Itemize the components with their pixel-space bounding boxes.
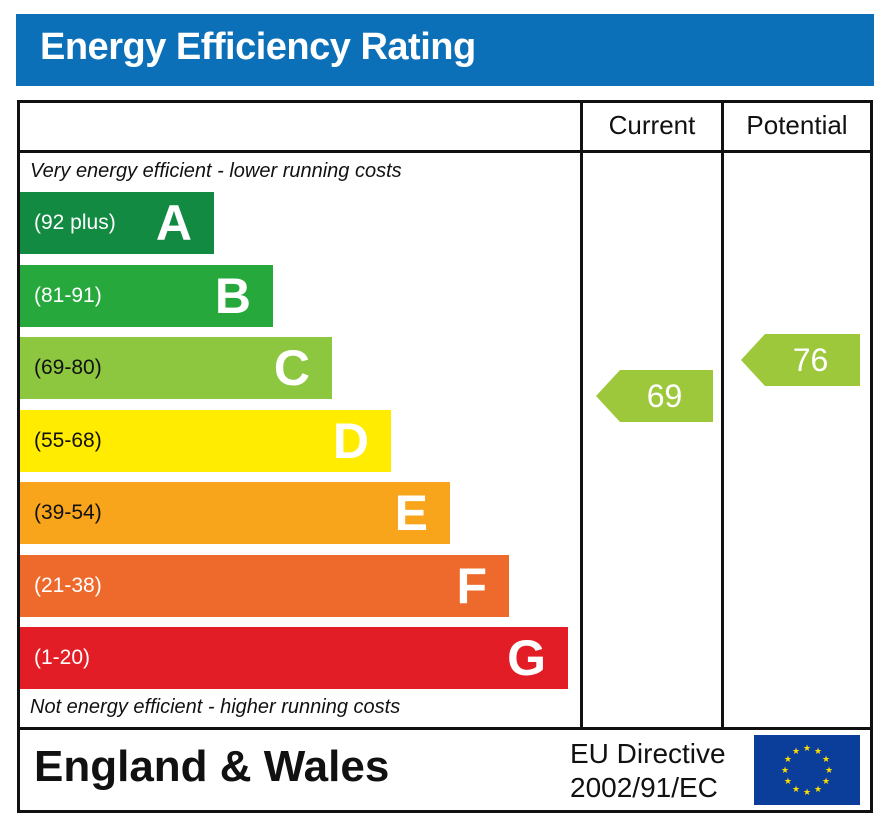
star-icon: ★ (792, 784, 800, 794)
band-letter: B (214, 267, 251, 324)
band-b: (81-91) B (20, 264, 273, 327)
bottom-note: Not energy efficient - higher running co… (30, 696, 401, 718)
star-icon: ★ (822, 776, 830, 786)
band-c: (69-80) C (20, 337, 332, 399)
current-column-divider (580, 103, 583, 728)
band-letter: A (155, 195, 192, 251)
potential-rating-value: 76 (792, 341, 829, 378)
star-icon: ★ (784, 776, 792, 786)
directive-line1: EU Directive (570, 738, 726, 769)
chart-title: Energy Efficiency Rating (40, 26, 476, 68)
band-a: (92 plus) A (20, 192, 214, 254)
star-icon: ★ (803, 787, 811, 797)
footer-divider (20, 727, 870, 730)
band-g: (1-20) G (20, 627, 568, 689)
band-f: (21-38) F (20, 554, 509, 617)
title-bar: Energy Efficiency Rating (16, 14, 874, 86)
band-range: (92 plus) (34, 211, 116, 234)
eu-flag-icon: ★ ★ ★ ★ ★ ★ ★ ★ ★ ★ ★ ★ (754, 735, 860, 805)
star-icon: ★ (781, 765, 789, 775)
star-icon: ★ (803, 743, 811, 753)
star-icon: ★ (814, 746, 822, 756)
band-letter: F (456, 557, 487, 614)
band-range: (69-80) (34, 356, 102, 379)
region-label: England & Wales (34, 742, 390, 791)
current-rating-arrow: 69 (596, 370, 713, 422)
current-rating-value: 69 (646, 377, 683, 414)
star-icon: ★ (784, 754, 792, 764)
band-range: (1-20) (34, 646, 91, 669)
top-note: Very energy efficient - lower running co… (30, 160, 402, 182)
star-icon: ★ (822, 754, 830, 764)
star-icon: ★ (814, 784, 822, 794)
band-range: (55-68) (34, 428, 102, 452)
band-d: (55-68) D (20, 409, 391, 472)
star-icon: ★ (792, 746, 800, 756)
band-letter: G (507, 630, 546, 686)
band-range: (21-38) (34, 573, 102, 597)
potential-column-header: Potential (746, 110, 848, 140)
band-letter: D (332, 412, 369, 469)
band-e: (39-54) E (20, 482, 450, 544)
star-icon: ★ (825, 765, 833, 775)
eu-directive: EU Directive 2002/91/EC (570, 737, 726, 805)
potential-rating-arrow: 76 (741, 334, 860, 387)
directive-line2: 2002/91/EC (570, 772, 718, 803)
band-range: (81-91) (34, 283, 102, 307)
rating-frame (17, 100, 873, 813)
band-range: (39-54) (34, 501, 102, 524)
header-divider (20, 150, 870, 153)
band-letter: E (394, 485, 428, 541)
band-letter: C (273, 340, 310, 396)
potential-column-divider (721, 103, 724, 728)
current-column-header: Current (608, 110, 696, 140)
